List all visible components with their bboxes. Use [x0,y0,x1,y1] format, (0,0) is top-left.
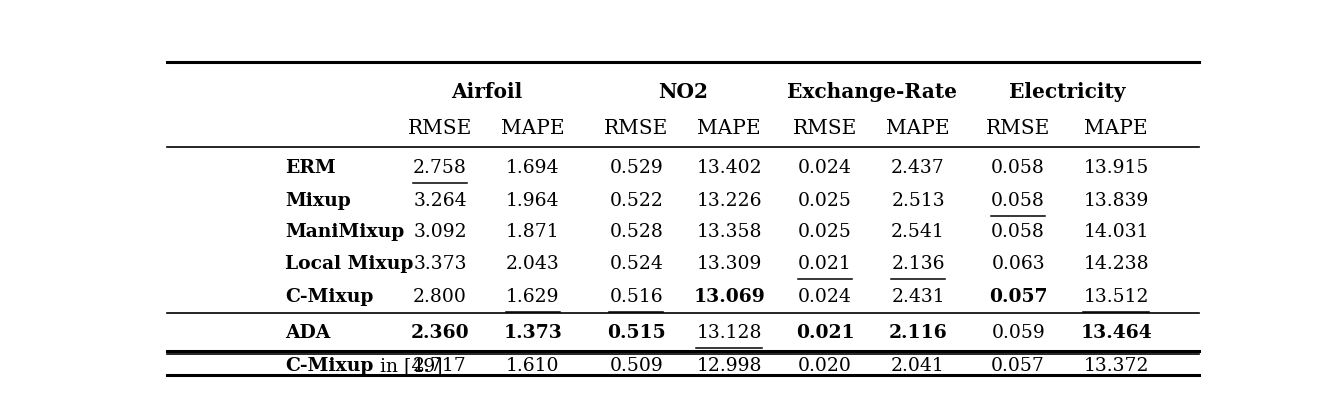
Text: 3.373: 3.373 [413,255,466,273]
Text: 0.021: 0.021 [795,324,854,342]
Text: 0.063: 0.063 [991,255,1046,273]
Text: 13.915: 13.915 [1083,160,1150,177]
Text: 3.092: 3.092 [413,223,468,241]
Text: 13.402: 13.402 [697,160,762,177]
Text: 13.512: 13.512 [1083,288,1150,306]
Text: 0.020: 0.020 [798,357,852,375]
Text: 2.116: 2.116 [888,324,947,342]
Text: RMSE: RMSE [408,118,473,137]
Text: 1.610: 1.610 [506,357,559,375]
Text: 2.136: 2.136 [891,255,944,273]
Text: MAPE: MAPE [1084,118,1148,137]
Text: Electricity: Electricity [1010,82,1126,102]
Text: 14.238: 14.238 [1083,255,1150,273]
Text: 0.024: 0.024 [798,160,852,177]
Text: 0.025: 0.025 [798,192,852,210]
Text: 2.437: 2.437 [891,160,944,177]
Text: 13.372: 13.372 [1083,357,1150,375]
Text: 2.800: 2.800 [413,288,468,306]
Text: 0.529: 0.529 [609,160,663,177]
Text: C-Mixup: C-Mixup [285,357,373,375]
Text: 0.516: 0.516 [609,288,663,306]
Text: 2.360: 2.360 [410,324,469,342]
Text: 0.528: 0.528 [609,223,663,241]
Text: 0.057: 0.057 [991,357,1046,375]
Text: 1.871: 1.871 [506,223,559,241]
Text: 3.264: 3.264 [413,192,468,210]
Text: 0.025: 0.025 [798,223,852,241]
Text: 1.373: 1.373 [503,324,562,342]
Text: in [49]: in [49] [373,357,442,375]
Text: 14.031: 14.031 [1083,223,1150,241]
Text: 0.021: 0.021 [798,255,852,273]
Text: 0.509: 0.509 [609,357,663,375]
Text: 13.069: 13.069 [693,288,765,306]
Text: 1.629: 1.629 [506,288,559,306]
Text: RMSE: RMSE [986,118,1051,137]
Text: ERM: ERM [285,160,336,177]
Text: 13.309: 13.309 [697,255,762,273]
Text: 2.043: 2.043 [506,255,559,273]
Text: 0.058: 0.058 [991,160,1046,177]
Text: MAPE: MAPE [886,118,950,137]
Text: Airfoil: Airfoil [452,82,522,102]
Text: 2.541: 2.541 [891,223,944,241]
Text: 0.024: 0.024 [798,288,852,306]
Text: MAPE: MAPE [697,118,761,137]
Text: ManiMixup: ManiMixup [285,223,405,241]
Text: 1.694: 1.694 [506,160,559,177]
Text: 0.515: 0.515 [607,324,666,342]
Text: 0.522: 0.522 [609,192,663,210]
Text: 12.998: 12.998 [697,357,762,375]
Text: RMSE: RMSE [603,118,669,137]
Text: 2.758: 2.758 [413,160,468,177]
Text: NO2: NO2 [658,82,707,102]
Text: Mixup: Mixup [285,192,350,210]
Text: 2.513: 2.513 [891,192,944,210]
Text: 0.057: 0.057 [988,288,1047,306]
Text: Local Mixup: Local Mixup [285,255,414,273]
Text: MAPE: MAPE [501,118,565,137]
Text: 0.058: 0.058 [991,192,1046,210]
Text: 13.464: 13.464 [1080,324,1152,342]
Text: 0.524: 0.524 [609,255,663,273]
Text: 2.431: 2.431 [891,288,944,306]
Text: ADA: ADA [285,324,330,342]
Text: 0.058: 0.058 [991,223,1046,241]
Text: 0.059: 0.059 [991,324,1046,342]
Text: RMSE: RMSE [793,118,858,137]
Text: 13.226: 13.226 [697,192,762,210]
Text: 2.717: 2.717 [413,357,468,375]
Text: 13.358: 13.358 [697,223,762,241]
Text: 2.041: 2.041 [891,357,944,375]
Text: 13.128: 13.128 [697,324,762,342]
Text: 13.839: 13.839 [1083,192,1150,210]
Text: C-Mixup: C-Mixup [285,288,373,306]
Text: Exchange-Rate: Exchange-Rate [787,82,956,102]
Text: 1.964: 1.964 [506,192,559,210]
